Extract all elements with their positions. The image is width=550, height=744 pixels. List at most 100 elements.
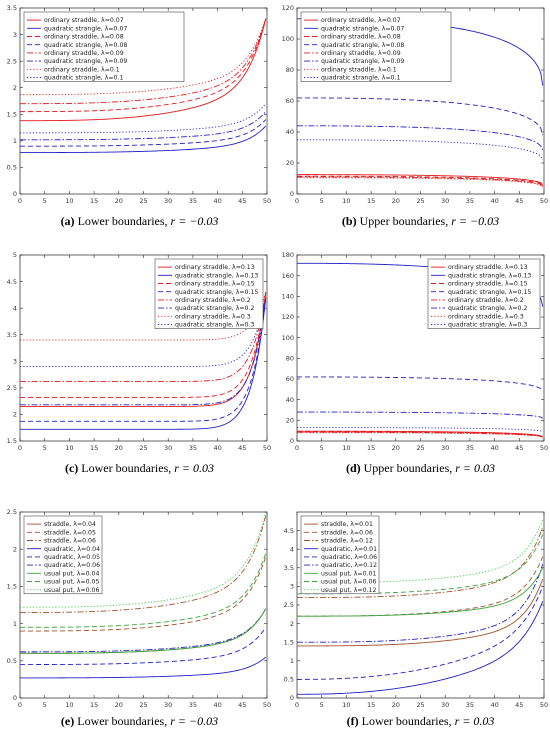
y-tick-label: 80 — [286, 355, 294, 363]
legend-entry: usual put, λ=0.12 — [321, 587, 376, 594]
x-tick-label: 50 — [540, 701, 548, 709]
legend-entry: usual put, λ=0.01 — [321, 570, 376, 577]
legend-entry: ordinary straddle, λ=0.07 — [44, 17, 124, 24]
legend-entry: ordinary straddle, λ=0.08 — [44, 34, 124, 41]
series-line-5 — [20, 627, 267, 665]
legend-entry: straddle, λ=0.05 — [44, 529, 96, 536]
x-tick-label: 5 — [43, 701, 47, 709]
y-tick-label: 1.5 — [7, 110, 17, 118]
y-tick-label: 80 — [286, 66, 294, 74]
caption-math: r = −0.03 — [451, 214, 499, 228]
legend-entry: usual put, λ=0.04 — [44, 570, 99, 577]
x-tick-label: 15 — [367, 197, 375, 205]
series-line-4 — [20, 656, 267, 679]
series-line-4 — [297, 97, 544, 136]
series-line-3 — [297, 175, 544, 186]
x-tick-label: 25 — [139, 197, 147, 205]
y-tick-label: 40 — [286, 396, 294, 404]
legend-entry: quadratic strangle, λ=0.07 — [44, 25, 127, 32]
x-tick-label: 45 — [238, 197, 246, 205]
x-tick-label: 15 — [90, 197, 98, 205]
legend-box — [300, 515, 380, 595]
caption-letter: (c) — [65, 461, 81, 475]
legend-entry: quadratic strangle, λ=0.1 — [44, 75, 123, 82]
y-tick-label: 2 — [13, 545, 17, 553]
x-tick-label: 45 — [238, 444, 246, 452]
y-tick-label: 1.5 — [284, 638, 294, 646]
legend-entry: straddle, λ=0.01 — [321, 521, 373, 528]
legend-entry: ordinary straddle, λ=0.13 — [175, 264, 255, 271]
legend-entry: ordinary straddle, λ=0.3 — [448, 313, 524, 320]
x-tick-label: 20 — [392, 197, 400, 205]
panel-caption: (c) Lower boundaries, r = 0.03 — [65, 461, 214, 475]
y-tick-label: 120 — [282, 4, 294, 12]
legend-entry: usual put, λ=0.06 — [321, 579, 376, 586]
legend-box — [154, 258, 264, 329]
caption-letter: (e) — [61, 714, 77, 728]
series-line-5 — [297, 176, 544, 187]
x-tick-label: 10 — [342, 444, 350, 452]
x-tick-label: 20 — [115, 701, 123, 709]
x-tick-label: 0 — [295, 197, 299, 205]
x-tick-label: 25 — [416, 197, 424, 205]
x-tick-label: 35 — [466, 444, 474, 452]
series-line-8 — [20, 103, 267, 134]
legend-entry: straddle, λ=0.06 — [44, 538, 96, 545]
legend-entry: quadratic strangle, λ=0.1 — [321, 75, 400, 82]
caption-text: Lower boundaries, — [81, 461, 174, 475]
caption-math: r = 0.03 — [174, 461, 214, 475]
x-tick-label: 5 — [320, 197, 324, 205]
y-tick-label: 40 — [286, 128, 294, 136]
series-line-2 — [20, 297, 267, 430]
x-tick-label: 15 — [367, 701, 375, 709]
legend-entry: ordinary straddle, λ=0.15 — [448, 281, 528, 288]
x-tick-label: 25 — [416, 701, 424, 709]
legend-entry: quadratic strangle, λ=0.09 — [321, 58, 404, 65]
y-tick-label: 3.5 — [7, 331, 17, 339]
x-tick-label: 50 — [263, 197, 271, 205]
x-tick-label: 30 — [441, 444, 449, 452]
legend-box — [23, 11, 185, 82]
legend-entry: quadratic strangle, λ=0.07 — [321, 25, 404, 32]
y-tick-label: 4.5 — [7, 278, 17, 286]
x-tick-label: 40 — [213, 197, 221, 205]
x-tick-label: 0 — [18, 701, 22, 709]
y-tick-label: 0 — [290, 190, 294, 198]
y-tick-label: 0.5 — [7, 164, 17, 172]
x-tick-label: 30 — [441, 197, 449, 205]
y-tick-label: 3 — [13, 357, 17, 365]
legend-box — [427, 258, 541, 329]
y-tick-label: 120 — [282, 313, 294, 321]
y-tick-label: 3.5 — [7, 4, 17, 12]
x-tick-label: 30 — [441, 701, 449, 709]
panel-caption: (d) Upper boundaries, r = 0.03 — [346, 461, 495, 475]
x-tick-label: 30 — [164, 444, 172, 452]
x-tick-label: 30 — [164, 197, 172, 205]
x-tick-label: 20 — [392, 444, 400, 452]
y-tick-label: 1.5 — [7, 583, 17, 591]
legend-entry: quadratic strangle, λ=0.09 — [44, 58, 127, 65]
y-tick-label: 20 — [286, 159, 294, 167]
legend-entry: quadratic, λ=0.05 — [44, 554, 100, 561]
y-tick-label: 0.5 — [7, 657, 17, 665]
caption-text: Lower boundaries, — [77, 714, 170, 728]
x-tick-label: 10 — [65, 197, 73, 205]
series-line-7 — [297, 432, 543, 438]
x-tick-label: 10 — [65, 444, 73, 452]
y-tick-label: 2.5 — [7, 57, 17, 65]
legend-entry: quadratic strangle, λ=0.08 — [321, 42, 404, 49]
series-line-3 — [20, 292, 267, 398]
series-line-8 — [297, 427, 543, 433]
legend-box — [23, 515, 103, 595]
x-tick-label: 0 — [295, 701, 299, 709]
caption-letter: (a) — [61, 214, 78, 228]
series-line-8 — [297, 139, 544, 161]
y-tick-label: 0.5 — [284, 676, 294, 684]
x-tick-label: 50 — [540, 444, 548, 452]
caption-letter: (d) — [346, 461, 364, 475]
legend-entry: straddle, λ=0.12 — [321, 538, 373, 545]
y-tick-label: 1 — [290, 657, 294, 665]
chart-panel-d: 0 5 10 15 20 25 30 35 40 45 50 0 20 40 60 80 100 120 140 16… — [282, 251, 549, 475]
x-tick-label: 30 — [164, 701, 172, 709]
caption-math: r = −0.03 — [170, 714, 218, 728]
